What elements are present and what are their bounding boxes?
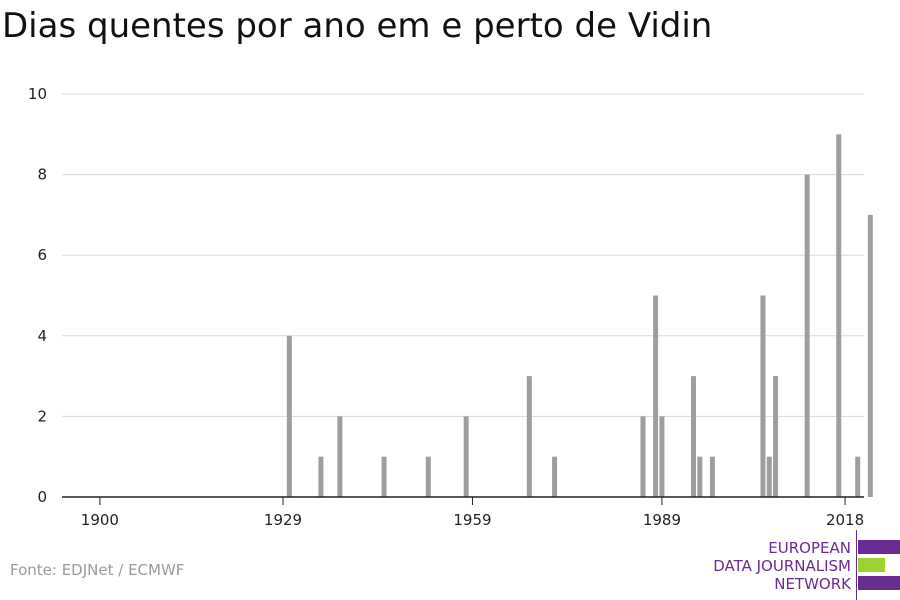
y-tick-label: 10 <box>28 85 47 103</box>
logo-divider <box>856 530 857 600</box>
bar-2006 <box>766 456 772 497</box>
y-tick-label: 0 <box>37 488 47 506</box>
logo-bar-top <box>858 540 900 554</box>
logo-bar-middle <box>858 558 885 572</box>
x-tick-label: 1929 <box>264 511 302 529</box>
bar-1930 <box>286 335 292 497</box>
bar-2007 <box>773 376 779 497</box>
x-tick-label: 2018 <box>826 511 864 529</box>
y-tick-labels: 0 2 4 6 8 10 <box>28 85 47 506</box>
edjnet-logo: EUROPEAN DATA JOURNALISM NETWORK <box>700 530 900 600</box>
logo-text-data-journalism: DATA JOURNALISM <box>713 557 851 575</box>
y-tick-label: 8 <box>37 166 47 184</box>
y-tick-label: 2 <box>37 407 47 425</box>
bar-1972 <box>552 456 558 497</box>
axes <box>62 496 864 505</box>
bar-1958 <box>463 416 469 497</box>
logo-text-european: EUROPEAN <box>768 539 851 557</box>
bar-1952 <box>425 456 431 497</box>
y-tick-label: 6 <box>37 246 47 264</box>
x-tick-labels: 1900 1929 1959 1989 2018 <box>81 511 864 529</box>
logo-text-network: NETWORK <box>774 575 851 593</box>
logo-bar-bottom <box>858 576 900 590</box>
bar-2012 <box>804 174 810 497</box>
bar-1935 <box>318 456 324 497</box>
bar-1989 <box>659 416 665 497</box>
x-tick-label: 1900 <box>81 511 119 529</box>
bar-2022 <box>867 214 873 497</box>
source-note: Fonte: EDJNet / ECMWF <box>10 561 185 579</box>
chart-title: Dias quentes por ano em e perto de Vidin <box>2 6 713 46</box>
bar-2020 <box>855 456 861 497</box>
bar-1988 <box>653 295 659 497</box>
x-tick-label: 1959 <box>453 511 491 529</box>
bar-1995 <box>697 456 703 497</box>
bar-1997 <box>709 456 715 497</box>
bars <box>286 134 873 498</box>
gridlines <box>62 93 864 417</box>
bar-1945 <box>381 456 387 497</box>
bar-1986 <box>640 416 646 497</box>
bar-2017 <box>836 134 842 498</box>
y-tick-label: 4 <box>37 327 47 345</box>
bar-1968 <box>526 376 532 497</box>
bar-2005 <box>760 295 766 497</box>
x-tick-label: 1989 <box>643 511 681 529</box>
bar-1994 <box>690 376 696 497</box>
bar-1938 <box>337 416 343 497</box>
